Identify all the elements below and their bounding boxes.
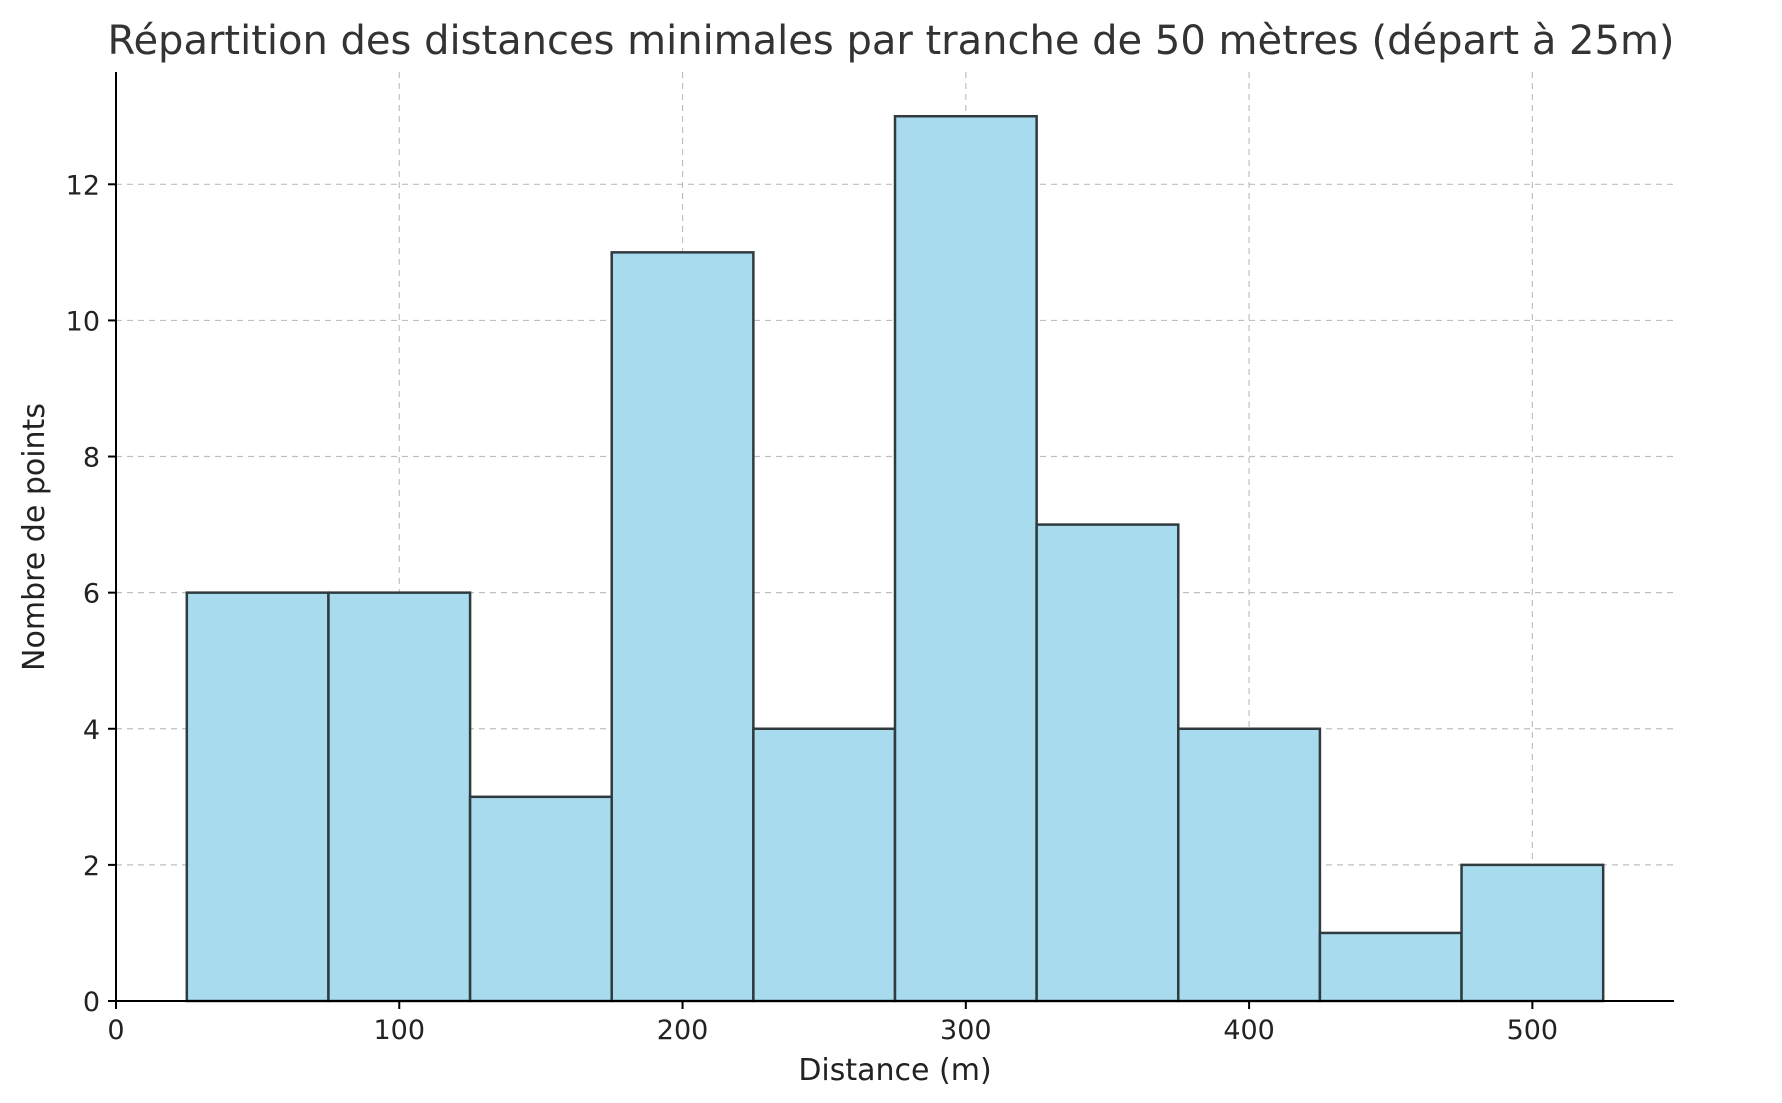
x-tick-label: 0 bbox=[107, 1015, 124, 1046]
axes bbox=[115, 72, 1674, 1002]
histogram-bar bbox=[752, 727, 897, 1003]
x-tick-label: 500 bbox=[1507, 1015, 1559, 1046]
y-tick-label: 6 bbox=[83, 579, 100, 610]
x-tick-label: 100 bbox=[373, 1015, 425, 1046]
histogram-bar bbox=[185, 591, 330, 1003]
histogram-bar bbox=[327, 591, 472, 1003]
y-tick-label: 0 bbox=[83, 987, 100, 1018]
y-tick-label: 2 bbox=[83, 851, 100, 882]
x-tick-label: 200 bbox=[657, 1015, 709, 1046]
x-axis-label: Distance (m) bbox=[798, 1053, 991, 1088]
y-ticks: 0 2 4 6 8 10 12 bbox=[66, 170, 116, 1018]
bars bbox=[185, 114, 1605, 1003]
y-axis-label: Nombre de points bbox=[17, 403, 52, 671]
histogram-bar bbox=[893, 114, 1038, 1003]
y-tick-label: 8 bbox=[83, 443, 100, 474]
x-ticks: 0 100 200 300 400 500 bbox=[107, 1001, 1558, 1046]
histogram-bar bbox=[1460, 863, 1605, 1003]
histogram-bar bbox=[468, 795, 613, 1003]
histogram-bar bbox=[1035, 523, 1180, 1003]
y-tick-label: 4 bbox=[83, 715, 100, 746]
y-tick-label: 10 bbox=[66, 306, 100, 337]
x-tick-label: 400 bbox=[1223, 1015, 1275, 1046]
histogram-bar bbox=[1177, 727, 1322, 1003]
y-tick-label: 12 bbox=[66, 170, 100, 201]
histogram-bar bbox=[610, 251, 755, 1003]
x-tick-label: 300 bbox=[940, 1015, 992, 1046]
histogram-bar bbox=[1318, 931, 1463, 1003]
chart-title: Répartition des distances minimales par … bbox=[107, 18, 1674, 64]
